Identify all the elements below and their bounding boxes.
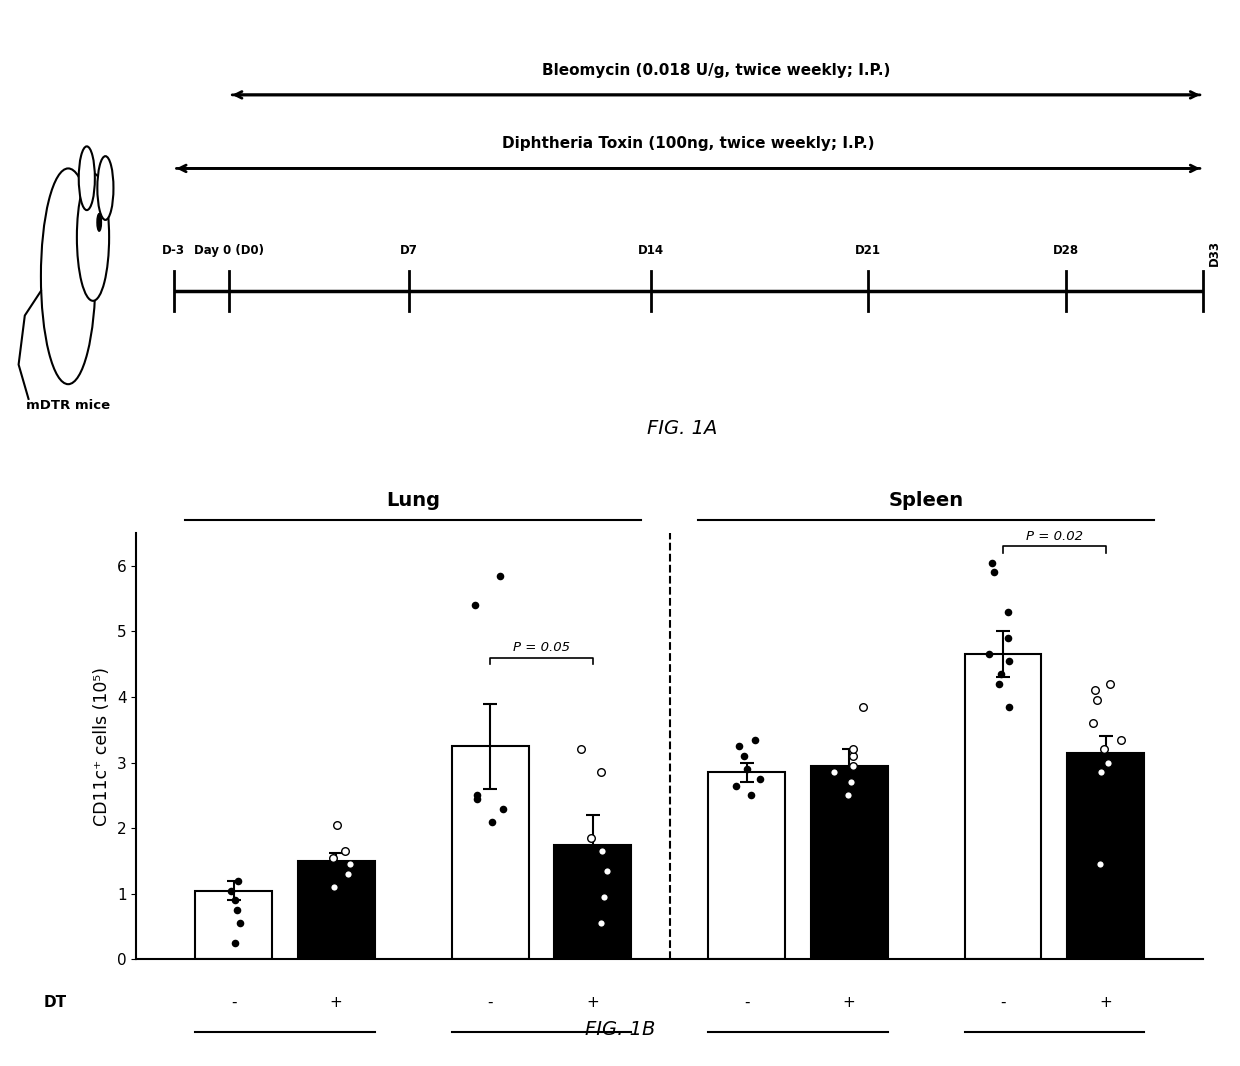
Point (490, 567, 510, 584)
Point (467, 787, 487, 804)
Point (1084, 714, 1104, 731)
Bar (195, 890, 272, 959)
Point (226, 935, 246, 952)
Point (227, 902, 247, 919)
Point (998, 698, 1018, 715)
Circle shape (79, 146, 94, 210)
Text: D21: D21 (856, 244, 880, 257)
Point (494, 800, 513, 817)
Point (591, 915, 611, 932)
Point (598, 862, 618, 879)
Point (1097, 754, 1117, 771)
Point (335, 842, 355, 859)
Bar (1068, 753, 1145, 959)
Text: D28: D28 (1053, 244, 1080, 257)
Text: P = 0.02: P = 0.02 (1025, 530, 1083, 543)
Bar (554, 844, 631, 959)
Text: Spleen: Spleen (889, 491, 963, 510)
Point (1100, 676, 1120, 693)
Point (750, 771, 770, 788)
Point (1111, 731, 1131, 748)
Point (231, 915, 250, 932)
Text: -: - (231, 995, 237, 1010)
Bar (811, 765, 888, 959)
Text: D14: D14 (637, 244, 665, 257)
Point (226, 892, 246, 909)
Point (843, 757, 863, 774)
Point (734, 747, 754, 764)
Bar (708, 773, 785, 959)
Point (591, 764, 611, 781)
Text: P = 0.05: P = 0.05 (513, 642, 570, 655)
Text: Diphtheria Toxin (100ng, twice weekly; I.P.): Diphtheria Toxin (100ng, twice weekly; I… (502, 136, 874, 151)
Circle shape (97, 213, 102, 231)
Point (843, 741, 863, 758)
Text: mDTR mice: mDTR mice (26, 399, 110, 411)
Point (341, 856, 361, 873)
Point (738, 761, 758, 778)
Point (742, 787, 761, 804)
Point (582, 829, 601, 846)
Text: Day 0 (D0): Day 0 (D0) (195, 244, 264, 257)
Bar (451, 746, 528, 959)
Text: +: + (1099, 995, 1112, 1010)
Text: -: - (1001, 995, 1006, 1010)
Point (838, 787, 858, 804)
Point (467, 790, 487, 807)
Text: -: - (487, 995, 492, 1010)
Point (1090, 856, 1110, 873)
Text: D-3: D-3 (162, 244, 185, 257)
Point (841, 774, 861, 791)
Text: DT: DT (43, 995, 67, 1010)
Point (988, 676, 1008, 693)
Point (594, 889, 614, 906)
Point (591, 842, 611, 859)
Text: +: + (587, 995, 599, 1010)
Point (322, 850, 342, 867)
Bar (298, 861, 374, 959)
Text: D7: D7 (401, 244, 418, 257)
Point (570, 741, 590, 758)
Text: D33: D33 (1208, 241, 1220, 266)
Point (725, 777, 745, 794)
Point (999, 652, 1019, 669)
Point (745, 731, 765, 748)
Point (985, 564, 1004, 581)
Point (228, 872, 248, 889)
Text: Lung: Lung (386, 491, 440, 510)
Bar (965, 655, 1042, 959)
Point (482, 813, 502, 830)
Point (1086, 692, 1106, 709)
Point (221, 882, 241, 899)
Point (1085, 682, 1105, 699)
Point (998, 629, 1018, 646)
Point (1091, 764, 1111, 781)
Point (339, 866, 358, 883)
Point (1094, 741, 1114, 758)
Circle shape (77, 174, 109, 301)
Point (465, 597, 485, 614)
Text: -: - (744, 995, 749, 1010)
Point (325, 878, 345, 895)
Text: +: + (330, 995, 342, 1010)
Text: FIG. 1B: FIG. 1B (585, 1020, 655, 1039)
Text: FIG. 1A: FIG. 1A (647, 419, 717, 438)
Point (825, 764, 844, 781)
Text: +: + (843, 995, 856, 1010)
Point (991, 665, 1011, 682)
Point (980, 646, 999, 663)
Circle shape (41, 168, 95, 384)
Y-axis label: CD11c⁺ cells (10⁵): CD11c⁺ cells (10⁵) (93, 666, 112, 826)
Point (327, 817, 347, 834)
Point (843, 747, 863, 764)
Point (998, 603, 1018, 620)
Point (729, 738, 749, 755)
Point (853, 698, 873, 715)
Text: Bleomycin (0.018 U/g, twice weekly; I.P.): Bleomycin (0.018 U/g, twice weekly; I.P.… (542, 63, 890, 78)
Circle shape (97, 157, 114, 220)
Point (982, 554, 1002, 571)
